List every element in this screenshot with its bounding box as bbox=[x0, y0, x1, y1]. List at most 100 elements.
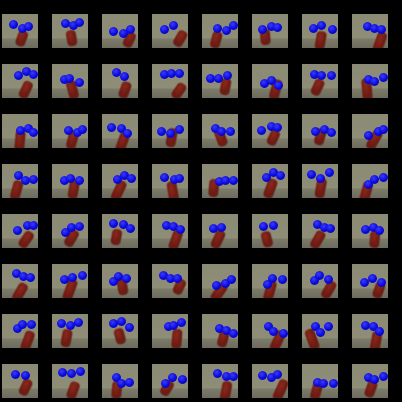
blue-ball bbox=[214, 74, 223, 83]
robot-arm bbox=[170, 81, 188, 98]
blue-ball bbox=[329, 379, 338, 388]
blue-ball bbox=[75, 78, 84, 87]
blue-ball bbox=[379, 73, 388, 82]
blue-ball bbox=[279, 329, 288, 338]
robot-arm bbox=[11, 281, 30, 298]
thumbnail-tile bbox=[52, 214, 88, 248]
blue-ball bbox=[109, 219, 118, 228]
thumbnail-tile bbox=[202, 214, 238, 248]
blue-ball bbox=[127, 174, 136, 183]
thumbnail-tile bbox=[102, 214, 138, 248]
robot-arm bbox=[110, 228, 123, 245]
blue-ball bbox=[26, 273, 35, 282]
blue-ball bbox=[328, 25, 337, 34]
blue-ball bbox=[120, 72, 129, 81]
thumbnail-tile bbox=[352, 314, 388, 348]
thumbnail-tile bbox=[52, 364, 88, 398]
blue-ball bbox=[122, 274, 131, 283]
blue-ball bbox=[327, 128, 336, 137]
blue-ball bbox=[76, 367, 85, 376]
thumbnail-tile bbox=[52, 14, 88, 48]
thumbnail-tile bbox=[352, 264, 388, 298]
blue-ball bbox=[278, 275, 287, 284]
blue-ball bbox=[126, 224, 135, 233]
thumbnail-tile bbox=[152, 64, 188, 98]
robot-arm bbox=[65, 29, 78, 46]
blue-ball bbox=[273, 23, 282, 32]
robot-arm bbox=[172, 29, 188, 48]
blue-ball bbox=[213, 369, 222, 378]
thumbnail-tile bbox=[352, 214, 388, 248]
thumbnail-tile bbox=[2, 164, 38, 198]
thumbnail-tile bbox=[102, 114, 138, 148]
blue-ball bbox=[317, 71, 326, 80]
blue-ball bbox=[276, 171, 285, 180]
blue-ball bbox=[74, 318, 83, 327]
thumbnail-tile bbox=[102, 14, 138, 48]
blue-ball bbox=[29, 175, 38, 184]
blue-ball bbox=[325, 168, 334, 177]
blue-ball bbox=[370, 375, 379, 384]
robot-arm bbox=[60, 328, 73, 347]
blue-ball bbox=[315, 271, 324, 280]
blue-ball bbox=[109, 27, 118, 36]
blue-ball bbox=[217, 223, 226, 232]
thumbnail-tile bbox=[252, 164, 288, 198]
blue-ball bbox=[258, 25, 267, 34]
blue-ball bbox=[75, 176, 84, 185]
blue-ball bbox=[13, 226, 22, 235]
robot-arm bbox=[17, 80, 34, 98]
robot-arm bbox=[171, 329, 183, 348]
blue-ball bbox=[217, 127, 226, 136]
blue-ball bbox=[78, 271, 87, 280]
blue-ball bbox=[377, 278, 386, 287]
blue-ball bbox=[177, 318, 186, 327]
blue-ball bbox=[316, 174, 325, 183]
blue-ball bbox=[213, 24, 222, 33]
thumbnail-tile bbox=[202, 264, 238, 298]
thumbnail-tile bbox=[152, 164, 188, 198]
thumbnail-tile bbox=[352, 164, 388, 198]
blue-ball bbox=[24, 22, 33, 31]
thumbnail-tile bbox=[202, 314, 238, 348]
blue-ball bbox=[57, 319, 66, 328]
thumbnail-tile bbox=[302, 314, 338, 348]
robot-arm bbox=[19, 330, 36, 348]
blue-ball bbox=[27, 320, 36, 329]
robot-arm bbox=[314, 30, 327, 48]
blue-ball bbox=[125, 378, 134, 387]
thumbnail-tile bbox=[352, 64, 388, 98]
blue-ball bbox=[176, 225, 185, 234]
blue-ball bbox=[29, 128, 38, 137]
thumbnail-tile bbox=[302, 64, 338, 98]
thumbnail-tile bbox=[252, 14, 288, 48]
blue-ball bbox=[107, 123, 116, 132]
robot-arm bbox=[17, 377, 33, 397]
thumbnail-tile bbox=[2, 14, 38, 48]
blue-ball bbox=[160, 173, 169, 182]
blue-ball bbox=[259, 222, 268, 231]
blue-ball bbox=[175, 174, 184, 183]
blue-ball bbox=[178, 375, 187, 384]
thumbnail-tile bbox=[2, 214, 38, 248]
thumbnail-tile bbox=[252, 264, 288, 298]
robot-arm bbox=[117, 80, 132, 98]
thumbnail-tile bbox=[2, 364, 38, 398]
thumbnail-tile bbox=[252, 314, 288, 348]
thumbnail-tile bbox=[52, 264, 88, 298]
blue-ball bbox=[157, 127, 166, 136]
blue-ball bbox=[29, 70, 38, 79]
thumbnail-tile bbox=[352, 114, 388, 148]
thumbnail-tile bbox=[302, 14, 338, 48]
blue-ball bbox=[18, 320, 27, 329]
thumbnail-tile bbox=[352, 364, 388, 398]
thumbnail-tile bbox=[102, 264, 138, 298]
blue-ball bbox=[311, 127, 320, 136]
blue-ball bbox=[173, 274, 182, 283]
blue-ball bbox=[229, 176, 238, 185]
thumbnail-tile bbox=[302, 364, 338, 398]
blue-ball bbox=[375, 226, 384, 235]
blue-ball bbox=[316, 328, 325, 337]
blue-ball bbox=[29, 221, 38, 230]
blue-ball bbox=[319, 379, 328, 388]
